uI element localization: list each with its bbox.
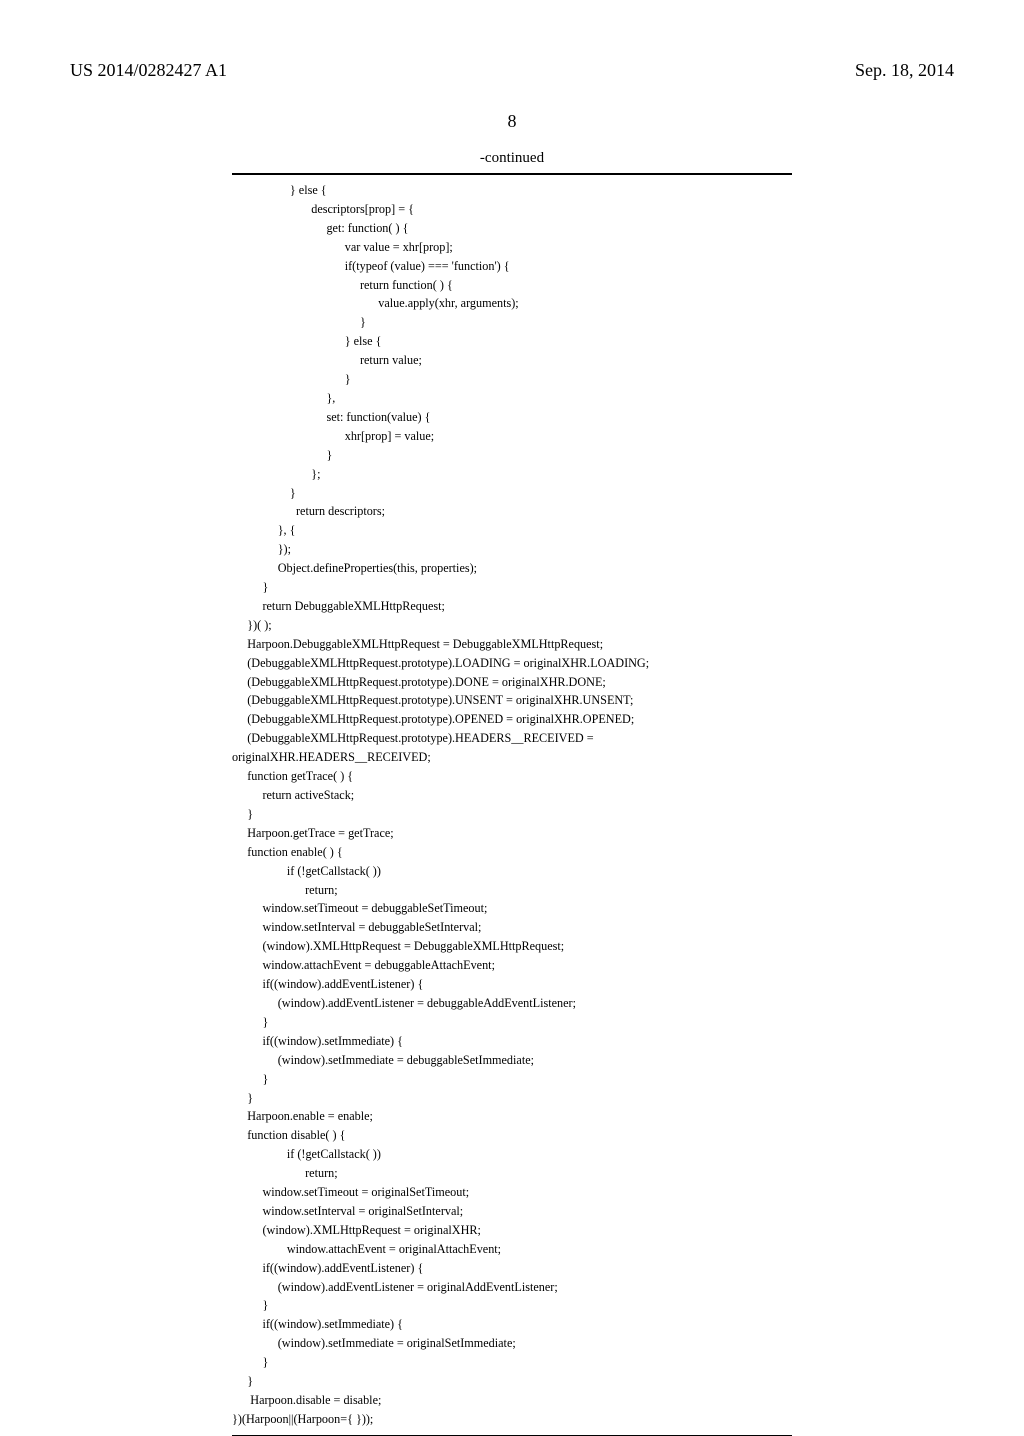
top-rule	[232, 173, 792, 175]
continued-label: -continued	[232, 150, 792, 167]
page-header: US 2014/0282427 A1 Sep. 18, 2014	[70, 60, 954, 81]
code-listing: } else { descriptors[prop] = { get: func…	[232, 181, 792, 1429]
code-listing-block: -continued } else { descriptors[prop] = …	[232, 150, 792, 1436]
patent-page: US 2014/0282427 A1 Sep. 18, 2014 8 -cont…	[0, 0, 1024, 1320]
publication-number: US 2014/0282427 A1	[70, 60, 227, 81]
publication-date: Sep. 18, 2014	[855, 60, 954, 81]
column-number: 8	[70, 111, 954, 132]
